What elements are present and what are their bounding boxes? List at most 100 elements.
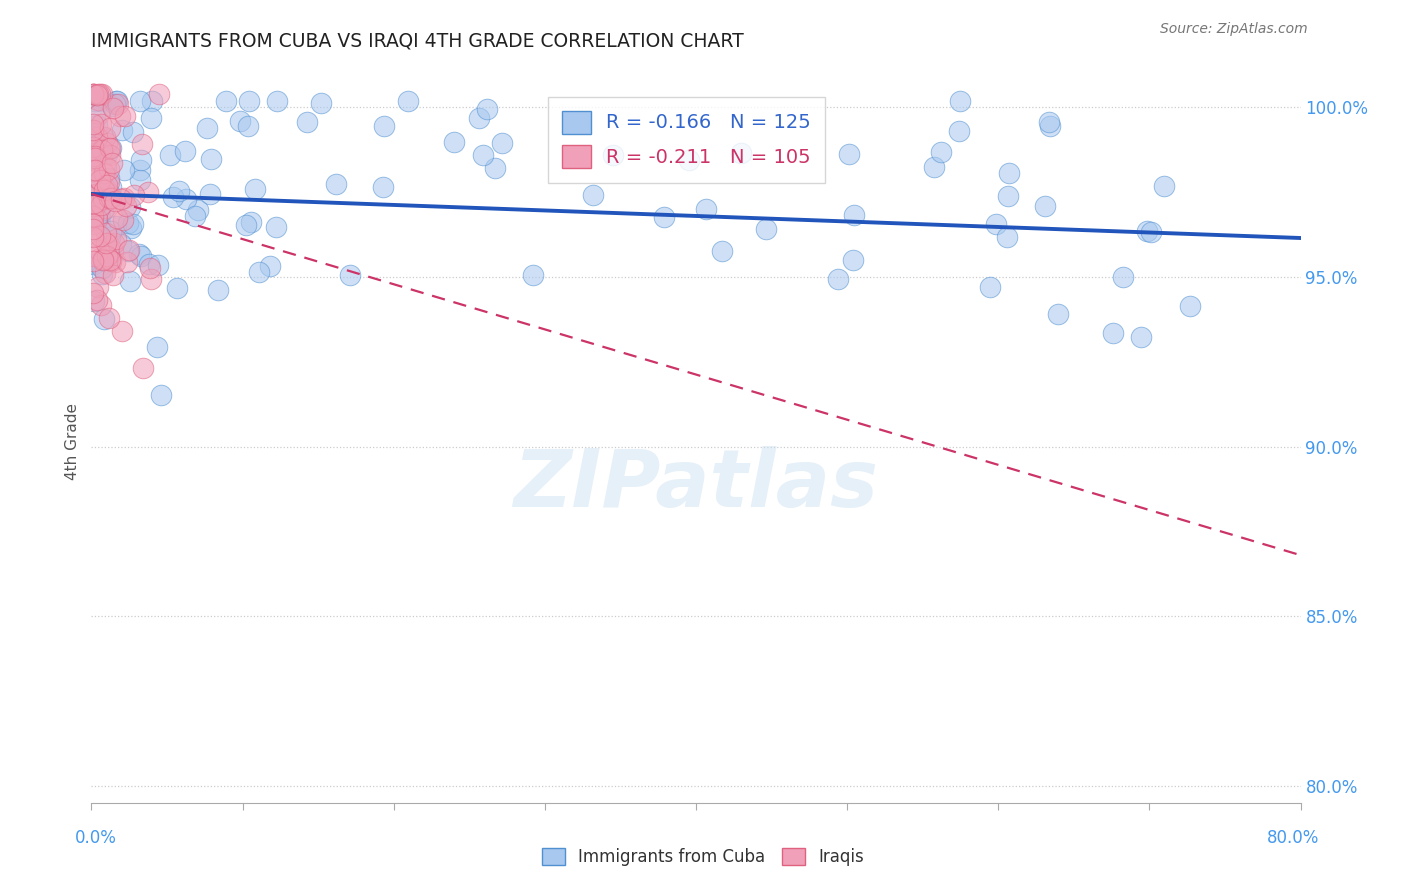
Point (84, 94, 107, 108)
Point (98, 148, 121, 162)
Point (929, 145, 952, 159)
Point (101, 101, 124, 115)
Point (86, 170, 108, 185)
Point (120, 220, 142, 235)
Point (115, 255, 138, 269)
Point (491, 136, 513, 151)
Point (96, 136, 118, 150)
Point (86, 87, 108, 102)
Point (90, 94, 112, 108)
Point (187, 203, 209, 218)
Point (104, 219, 127, 234)
Point (167, 185, 190, 199)
Point (91, 130, 114, 145)
Point (96, 249, 118, 263)
Point (101, 244, 124, 258)
Point (86, 212, 108, 227)
Point (84, 109, 107, 123)
Point (264, 220, 287, 235)
Point (183, 209, 205, 223)
Point (111, 123, 134, 137)
Point (243, 182, 266, 196)
Point (82, 164, 104, 178)
Point (136, 186, 159, 200)
Point (82, 254, 104, 268)
Point (98, 191, 121, 205)
Point (443, 135, 465, 149)
Point (1033, 199, 1056, 213)
Point (112, 191, 135, 205)
Point (97, 252, 120, 267)
Point (238, 94, 260, 108)
Point (94, 182, 117, 196)
Point (89, 174, 111, 188)
Point (83, 153, 105, 168)
Text: Source: ZipAtlas.com: Source: ZipAtlas.com (1160, 22, 1308, 37)
Point (90, 298, 112, 312)
Point (83, 257, 105, 271)
Point (711, 244, 734, 258)
Point (239, 214, 262, 228)
Point (979, 280, 1001, 294)
Point (1039, 119, 1062, 133)
Point (89, 209, 111, 223)
Point (128, 162, 150, 177)
Y-axis label: 4th Grade: 4th Grade (65, 403, 80, 480)
Point (995, 229, 1018, 244)
Point (82, 87, 104, 101)
Point (86, 129, 108, 144)
Point (108, 109, 131, 123)
Point (827, 271, 849, 285)
Point (101, 99, 124, 113)
Legend: R = -0.166   N = 125, R = -0.211   N = 105: R = -0.166 N = 125, R = -0.211 N = 105 (548, 96, 825, 183)
Point (89, 228, 111, 243)
Point (83, 196, 105, 211)
Point (1140, 225, 1163, 239)
Text: 0.0%: 0.0% (75, 830, 117, 847)
Point (198, 187, 221, 202)
Point (107, 97, 129, 112)
Point (200, 152, 222, 166)
Point (229, 114, 252, 128)
Point (82, 222, 104, 236)
Point (235, 218, 257, 232)
Point (122, 188, 145, 202)
Point (114, 109, 136, 123)
Point (90, 144, 112, 158)
Point (148, 87, 170, 101)
Point (98, 311, 121, 326)
Point (922, 160, 945, 174)
Point (82, 211, 104, 225)
Point (842, 208, 865, 222)
Point (131, 137, 153, 152)
Point (84, 186, 107, 201)
Point (166, 281, 188, 295)
Point (1047, 307, 1070, 321)
Point (207, 283, 229, 297)
Point (82, 142, 104, 156)
Point (582, 188, 605, 202)
Point (121, 125, 143, 139)
Point (128, 94, 150, 108)
Point (984, 217, 1007, 231)
Point (82, 123, 104, 137)
Point (100, 191, 122, 205)
Point (89, 217, 111, 231)
Point (98, 252, 121, 267)
Point (89, 172, 111, 186)
Point (97, 175, 120, 189)
Point (475, 102, 498, 116)
Point (98, 141, 121, 155)
Point (195, 120, 218, 135)
Point (82, 199, 104, 213)
Point (86, 94, 108, 108)
Point (602, 148, 624, 162)
Point (145, 340, 167, 354)
Point (173, 145, 195, 159)
Point (94, 184, 117, 198)
Point (93, 183, 115, 197)
Point (150, 387, 173, 401)
Point (100, 224, 122, 238)
Point (82, 229, 104, 244)
Point (139, 271, 162, 285)
